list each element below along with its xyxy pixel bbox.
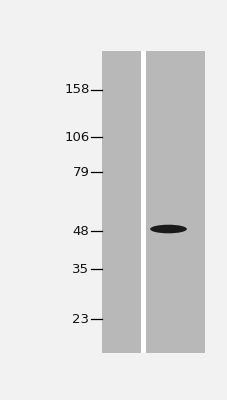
Text: 23: 23 [72,313,89,326]
Bar [140,51,145,353]
Text: 106: 106 [64,131,89,144]
Ellipse shape [150,225,186,233]
Bar [145,51,204,353]
Text: 158: 158 [64,83,89,96]
Text: 79: 79 [72,166,89,179]
Text: 35: 35 [72,263,89,276]
Text: 48: 48 [72,225,89,238]
Bar [101,51,140,353]
